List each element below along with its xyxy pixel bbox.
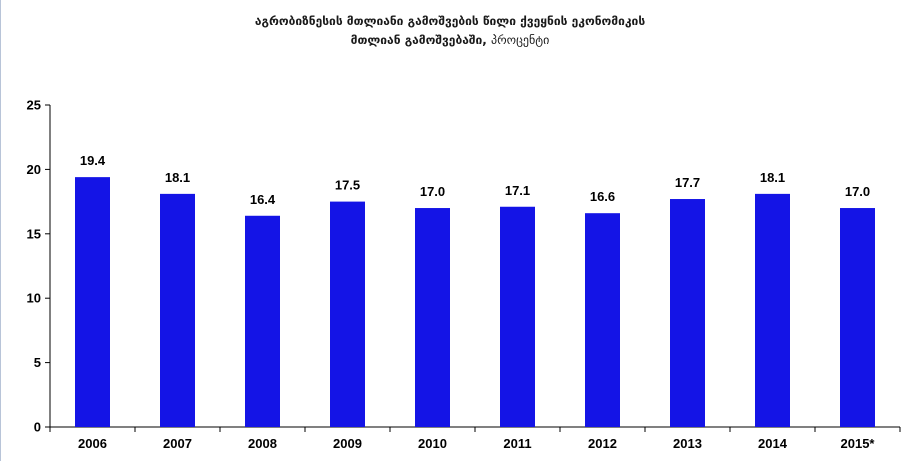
- x-tick-label: 2015*: [841, 436, 876, 451]
- x-tick-label: 2006: [78, 436, 107, 451]
- y-tick-label: 0: [34, 420, 41, 435]
- x-tick-label: 2009: [333, 436, 362, 451]
- data-label: 16.4: [250, 192, 276, 207]
- data-label: 19.4: [80, 153, 106, 168]
- data-label: 16.6: [590, 189, 615, 204]
- data-label: 17.0: [845, 184, 870, 199]
- bar-2008: [245, 215, 280, 427]
- x-tick-label: 2012: [588, 436, 617, 451]
- chart-title-line-2: მთლიან გამოშვებაში, პროცენტი: [200, 31, 700, 50]
- data-labels: 19.4 18.1 16.4 17.5 17.0 17.1 16.6 17.7 18.1 17.0: [80, 153, 870, 207]
- bar-2013: [670, 199, 705, 427]
- y-axis: 0 5 10 15 20 25: [27, 98, 51, 435]
- data-label: 17.7: [675, 175, 700, 190]
- bar-2015-est: [840, 208, 875, 427]
- y-tick-label: 5: [34, 355, 41, 370]
- x-tick-label: 2010: [418, 436, 447, 451]
- chart-title-line-1: აგრობიზნესის მთლიანი გამოშვების წილი ქვე…: [254, 14, 646, 28]
- chart-title-main: მთლიან გამოშვებაში,: [350, 33, 487, 47]
- y-tick-label: 20: [27, 162, 41, 177]
- x-axis: 2006 2007 2008 2009 2010 2011 2012 2013 2014 2015…: [49, 426, 901, 451]
- data-label: 18.1: [760, 170, 785, 185]
- data-label: 17.0: [420, 184, 445, 199]
- bar-2014: [755, 193, 790, 427]
- x-tick-label: 2008: [248, 436, 277, 451]
- x-tick-label: 2007: [163, 436, 192, 451]
- frame-left-rule: [0, 0, 1, 461]
- y-tick-label: 15: [27, 226, 41, 241]
- y-tick-label: 10: [27, 291, 41, 306]
- chart-title: აგრობიზნესის მთლიანი გამოშვების წილი ქვე…: [200, 12, 700, 50]
- x-tick-label: 2011: [503, 436, 531, 451]
- data-label: 17.1: [505, 183, 530, 198]
- bar-2007: [160, 193, 195, 427]
- bars: [75, 177, 875, 427]
- data-label: 18.1: [165, 170, 190, 185]
- chart-title-unit: პროცენტი: [491, 33, 550, 47]
- bar-2009: [330, 201, 365, 427]
- bar-2011: [500, 206, 535, 427]
- x-tick-label: 2013: [673, 436, 702, 451]
- bar-2010: [415, 208, 450, 427]
- data-label: 17.5: [335, 178, 360, 193]
- x-tick-label: 2014: [758, 436, 788, 451]
- bar-2012: [585, 213, 620, 427]
- bar-2006: [75, 177, 110, 427]
- y-tick-label: 25: [27, 98, 41, 113]
